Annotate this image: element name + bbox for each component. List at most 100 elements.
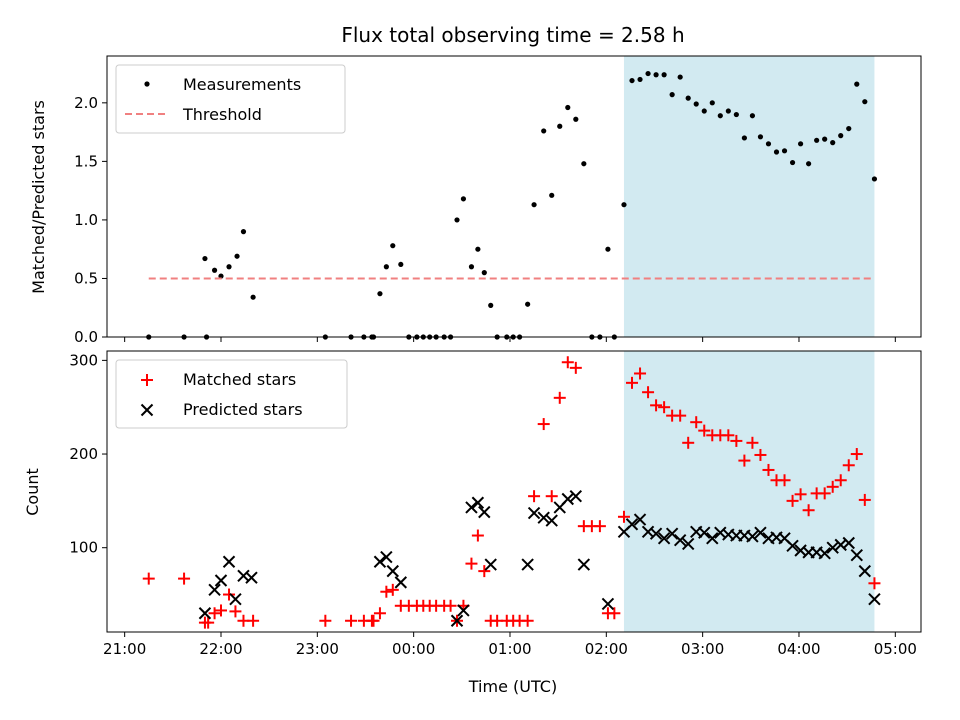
measurement-point (854, 81, 860, 87)
matched-star-point (626, 376, 639, 389)
predicted-star-point (601, 597, 615, 611)
predicted-star-point (373, 555, 387, 568)
matched-star-point (682, 436, 695, 449)
predicted-star-point (681, 537, 695, 551)
predicted-star-point (754, 526, 767, 539)
legend-predicted-marker (140, 403, 154, 417)
measurement-point (725, 108, 731, 114)
measurement-point (693, 101, 699, 107)
measurement-point (749, 113, 756, 119)
predicted-star-point (484, 558, 497, 571)
measurement-point (797, 141, 804, 147)
predicted-star-point (198, 607, 212, 620)
matched-star-point (521, 614, 534, 627)
legend-threshold-label: Threshold (182, 105, 262, 124)
matched-star-point (223, 588, 236, 601)
matched-star-point (367, 614, 380, 627)
y-tick-label: 0.0 (74, 328, 98, 346)
matched-star-point (722, 429, 735, 442)
y-tick-label: 100 (69, 539, 98, 557)
top-axes-frame (106, 55, 922, 338)
measurement-point (765, 141, 772, 147)
x-tick-label: 22:00 (199, 640, 242, 658)
predicted-star-point (746, 530, 759, 543)
y-tick-label: 2.0 (74, 94, 98, 112)
matched-star-point (345, 614, 358, 627)
bottom-panel: 21:00 22:00 23:00 00:00 01:00 02:00 03:00 04:00… (23, 350, 922, 696)
measurement-point (830, 140, 836, 146)
matched-star-point (802, 504, 815, 517)
matched-star-point (690, 416, 703, 429)
bottom-ylabel: Count (23, 468, 42, 516)
measurement-point (781, 148, 788, 154)
measurement-point (557, 123, 563, 129)
measurement-point (541, 128, 547, 134)
measurement-point (460, 196, 467, 202)
measurement-point (789, 159, 796, 166)
measurement-point (661, 72, 667, 78)
measurement-point (733, 111, 739, 118)
matched-star-point (674, 409, 687, 422)
matched-star-point (842, 459, 855, 472)
legend-measurements-marker (144, 81, 150, 87)
measurement-point (250, 294, 256, 300)
measurement-point (871, 176, 878, 182)
measurement-point (822, 136, 828, 142)
predicted-star-point (625, 518, 639, 531)
matched-star-point (202, 616, 215, 629)
matched-star-point (608, 607, 621, 620)
legend-plus-glyph (141, 374, 153, 386)
measurement-point (806, 161, 812, 167)
matched-star-point (762, 463, 775, 476)
measurement-point (637, 76, 643, 83)
measurement-point (741, 135, 747, 141)
matched-star-point (386, 583, 399, 596)
x-axis-label: Time (UTC) (468, 677, 557, 696)
legend-matched-marker (141, 374, 153, 386)
bottom-axes-frame (106, 350, 922, 633)
measurement-point (525, 301, 531, 307)
matched-star-point (478, 565, 491, 578)
matched-star-point (650, 399, 663, 412)
matched-star-point (229, 605, 242, 618)
x-tick-label: 00:00 (392, 640, 435, 658)
predicted-star-point (545, 514, 558, 527)
matched-star-point (319, 614, 332, 627)
measurement-point (573, 116, 579, 122)
predicted-star-point (222, 555, 236, 568)
measurement-point (549, 192, 555, 198)
matched-star-point (593, 520, 606, 533)
top-legend-box (115, 64, 346, 134)
y-tick-label: 200 (69, 445, 98, 463)
measurement-point (226, 264, 232, 270)
measurement-point (709, 100, 715, 106)
predicted-star-point (245, 571, 258, 584)
x-tick-label: 05:00 (874, 640, 917, 658)
predicted-star-point (386, 564, 399, 578)
bottom-legend: Matched stars Predicted stars (115, 359, 348, 429)
measurement-point (202, 255, 208, 262)
measurement-point (814, 137, 820, 143)
x-tick-label: 01:00 (488, 640, 531, 658)
predicted-star-point (521, 558, 534, 571)
measurement-point (488, 302, 494, 308)
matched-star-point (471, 529, 484, 542)
measurement-point (531, 202, 537, 208)
predicted-star-point (471, 496, 485, 509)
predicted-star-point (208, 583, 221, 597)
x-tick-label: 03:00 (681, 640, 724, 658)
measurement-point (468, 264, 475, 270)
legend-matched-label: Matched stars (183, 370, 296, 389)
measurement-point (481, 270, 487, 276)
predicted-star-point (450, 614, 464, 627)
top-panel: 0.00.51.01.52.0 Matched/Predicted stars … (29, 55, 922, 346)
legend-x-glyph (140, 403, 154, 417)
matched-star-point (142, 572, 155, 585)
predicted-star-point (457, 604, 470, 617)
matched-star-point (826, 480, 839, 493)
matched-star-point (561, 356, 574, 369)
predicted-star-point (633, 513, 647, 526)
measurement-point (717, 113, 723, 119)
measurement-point (701, 108, 707, 114)
